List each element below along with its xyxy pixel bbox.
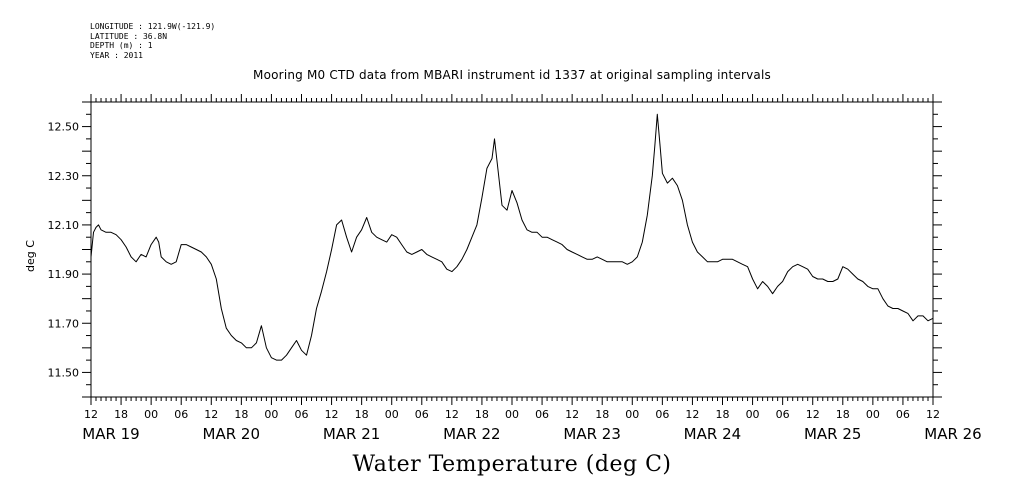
x-hour-label: 06 <box>655 408 669 421</box>
x-hour-label: 12 <box>445 408 459 421</box>
plot-border <box>90 101 934 398</box>
x-hour-label: 18 <box>475 408 489 421</box>
y-tick-label: 11.70 <box>48 317 80 330</box>
x-day-label: MAR 23 <box>563 425 620 443</box>
axis-ticks <box>82 94 942 405</box>
x-hour-label: 00 <box>264 408 278 421</box>
x-day-label: MAR 21 <box>323 425 380 443</box>
x-hour-label: 18 <box>595 408 609 421</box>
x-hour-label: 06 <box>776 408 790 421</box>
x-day-label: MAR 26 <box>924 425 981 443</box>
x-hour-label: 12 <box>685 408 699 421</box>
longitude-text: LONGITUDE : 121.9W(-121.9) <box>90 22 216 31</box>
x-tick-labels: 12 18 00 06 12 18 00 06 12 18 00 06 12 18 00 06 12 18 00 06… <box>84 408 940 421</box>
x-hour-label: 18 <box>716 408 730 421</box>
x-hour-label: 12 <box>84 408 98 421</box>
plot-frame <box>90 101 934 398</box>
x-hour-label: 00 <box>625 408 639 421</box>
x-hour-label: 12 <box>806 408 820 421</box>
x-hour-label: 00 <box>746 408 760 421</box>
x-day-label: MAR 22 <box>443 425 500 443</box>
x-day-label: MAR 24 <box>684 425 741 443</box>
x-hour-label: 12 <box>325 408 339 421</box>
y-tick-label: 12.30 <box>48 170 80 183</box>
y-tick-label: 12.50 <box>48 121 80 134</box>
x-hour-label: 00 <box>144 408 158 421</box>
x-hour-label: 00 <box>385 408 399 421</box>
y-tick-label: 11.90 <box>48 268 80 281</box>
y-tick-label: 12.10 <box>48 219 80 232</box>
x-hour-label: 12 <box>565 408 579 421</box>
x-hour-label: 06 <box>415 408 429 421</box>
x-hour-label: 06 <box>535 408 549 421</box>
y-tick-label: 11.50 <box>48 366 80 379</box>
x-hour-label: 18 <box>114 408 128 421</box>
data-line <box>90 113 934 361</box>
x-hour-label: 18 <box>355 408 369 421</box>
x-hour-label: 18 <box>836 408 850 421</box>
x-day-labels: MAR 19 MAR 20 MAR 21 MAR 22 MAR 23 MAR 24 MAR … <box>82 425 981 443</box>
x-hour-label: 00 <box>866 408 880 421</box>
x-hour-label: 06 <box>896 408 910 421</box>
x-day-label: MAR 25 <box>804 425 861 443</box>
x-axis-title: Water Temperature (deg C) <box>352 452 672 477</box>
metadata-block: LONGITUDE : 121.9W(-121.9) LATITUDE : 36… <box>90 22 215 60</box>
data-lines <box>90 113 934 361</box>
x-hour-label: 18 <box>234 408 248 421</box>
x-hour-label: 06 <box>295 408 309 421</box>
x-day-label: MAR 20 <box>203 425 260 443</box>
x-hour-label: 12 <box>926 408 940 421</box>
year-text: YEAR : 2011 <box>90 50 143 60</box>
y-tick-labels: 12.50 12.30 12.10 11.90 11.70 11.50 <box>48 121 80 380</box>
latitude-text: LATITUDE : 36.8N <box>90 31 168 41</box>
y-axis-label: deg C <box>24 240 37 272</box>
depth-text: DEPTH (m) : 1 <box>90 41 153 50</box>
x-day-label: MAR 19 <box>82 425 139 443</box>
x-hour-label: 12 <box>204 408 218 421</box>
chart-title: Mooring M0 CTD data from MBARI instrumen… <box>253 68 771 82</box>
x-hour-label: 06 <box>174 408 188 421</box>
x-hour-label: 00 <box>505 408 519 421</box>
